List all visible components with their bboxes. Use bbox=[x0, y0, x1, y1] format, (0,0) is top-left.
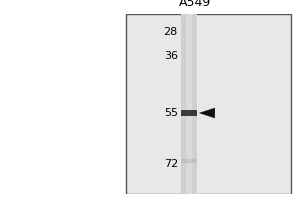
Text: 72: 72 bbox=[164, 159, 178, 169]
Text: 28: 28 bbox=[164, 27, 178, 37]
Bar bbox=[181, 110, 197, 116]
Bar bbox=[127, 14, 291, 194]
Text: A549: A549 bbox=[179, 0, 211, 9]
Text: 36: 36 bbox=[164, 51, 178, 61]
Text: 55: 55 bbox=[164, 108, 178, 118]
Bar bbox=[186, 14, 192, 194]
Bar bbox=[181, 159, 197, 163]
Bar bbox=[181, 14, 197, 194]
Polygon shape bbox=[199, 108, 215, 118]
